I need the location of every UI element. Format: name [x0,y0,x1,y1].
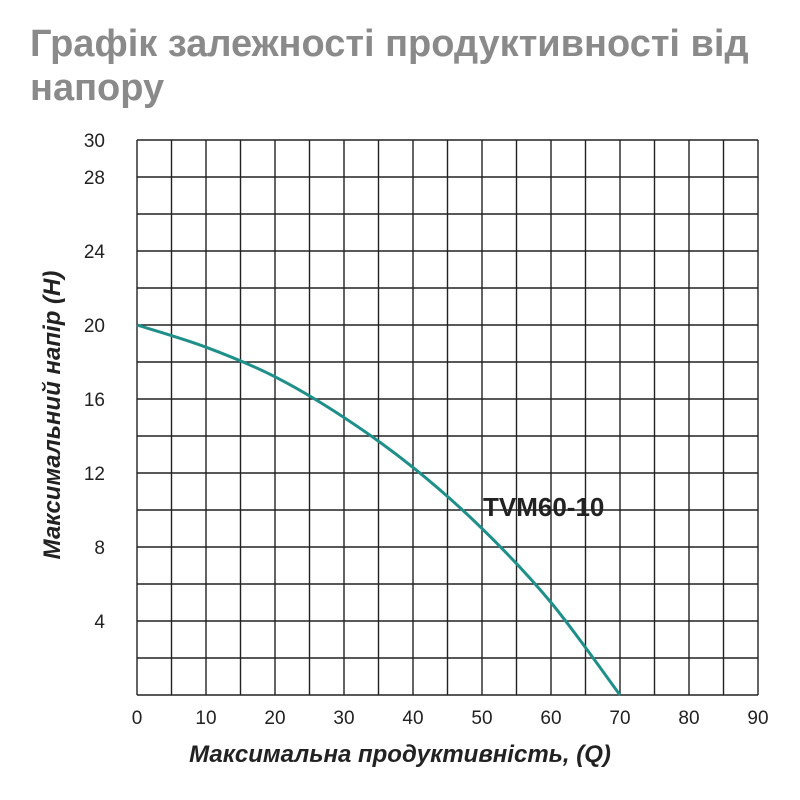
y-tick-label: 4 [94,612,105,633]
chart-title: Графік залежності продуктивності від нап… [30,23,749,109]
y-tick-label: 8 [94,538,105,559]
x-tick-label: 0 [132,708,143,729]
x-tick-label: 80 [678,708,699,729]
x-tick-label: 30 [333,708,354,729]
x-tick-label: 40 [402,708,423,729]
y-tick-label: 28 [84,168,105,189]
x-tick-label: 10 [195,708,216,729]
x-tick-label: 50 [471,708,492,729]
x-tick-label: 60 [540,708,561,729]
x-tick-label: 20 [264,708,285,729]
grid [136,139,759,696]
y-tick-label: 30 [84,131,105,152]
y-tick-label: 20 [84,316,105,337]
y-axis-ticks: 4 8 12 16 20 24 28 30 [84,131,106,633]
x-tick-label: 90 [747,708,768,729]
series-label: TVM60-10 [483,492,604,522]
y-tick-label: 24 [84,242,106,263]
x-tick-label: 70 [609,708,630,729]
x-axis-ticks: 0 10 20 30 40 50 60 70 80 90 [132,708,769,729]
x-axis-label: Максимальна продуктивність, (Q) [189,741,611,768]
y-tick-label: 16 [84,390,105,411]
series-line [136,323,622,696]
series-group: TVM60-10 [136,323,622,696]
y-tick-label: 12 [84,464,105,485]
y-axis-label: Максимальний напір (H) [39,271,66,560]
